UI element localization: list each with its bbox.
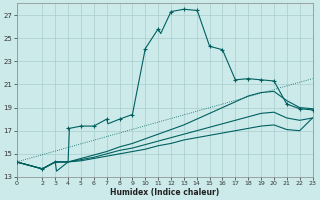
X-axis label: Humidex (Indice chaleur): Humidex (Indice chaleur) [110, 188, 219, 197]
